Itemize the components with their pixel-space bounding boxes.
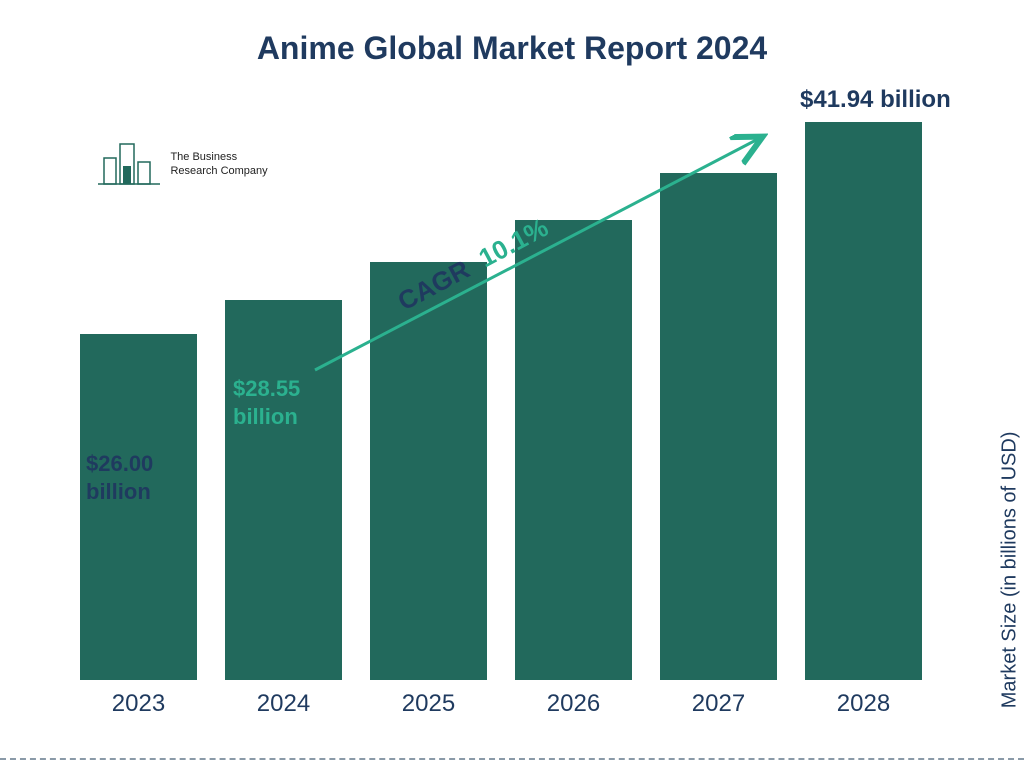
bar <box>660 173 777 680</box>
x-tick-label: 2028 <box>837 690 890 718</box>
chart-title: Anime Global Market Report 2024 <box>0 30 1024 67</box>
value-label: $28.55billion <box>233 375 300 430</box>
bar <box>80 334 197 680</box>
value-label: $41.94 billion <box>800 85 951 115</box>
x-tick-label: 2027 <box>692 690 745 718</box>
x-tick-label: 2026 <box>547 690 600 718</box>
x-tick-label: 2023 <box>112 690 165 718</box>
bar <box>370 262 487 680</box>
bar <box>805 122 922 680</box>
bottom-rule <box>0 758 1024 760</box>
y-axis-label: Market Size (in billions of USD) <box>999 432 1022 709</box>
x-tick-label: 2025 <box>402 690 455 718</box>
bar-chart <box>80 120 950 680</box>
bar <box>225 300 342 680</box>
x-tick-label: 2024 <box>257 690 310 718</box>
x-axis-labels: 2023 2024 2025 2026 2027 2028 <box>80 690 950 720</box>
value-label: $26.00billion <box>86 450 153 505</box>
bar <box>515 220 632 680</box>
